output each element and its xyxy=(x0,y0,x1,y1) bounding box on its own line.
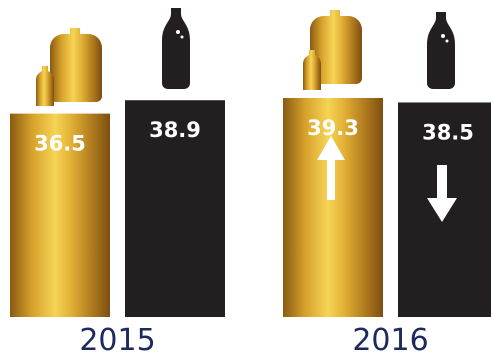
bar-2015-0 xyxy=(10,113,110,317)
value-label-2016-0: 39.3 xyxy=(307,116,359,140)
bar-2016-0 xyxy=(283,98,383,317)
value-label-2016-1: 38.5 xyxy=(422,120,474,144)
down-arrow-icon xyxy=(427,165,457,222)
category-label-2016: 2016 xyxy=(352,323,428,358)
soda-bottle-icon-2015 xyxy=(162,8,190,89)
bar-2015-1 xyxy=(125,100,225,317)
value-label-2015-1: 38.9 xyxy=(149,118,201,142)
large-and-small-water-bottles-icon-2015 xyxy=(36,28,102,106)
category-label-2015: 2015 xyxy=(79,323,155,358)
large-and-small-water-bottles-icon-2016 xyxy=(303,10,362,90)
up-arrow-icon xyxy=(317,136,345,200)
soda-bottle-icon-2016 xyxy=(427,12,455,89)
value-label-2015-0: 36.5 xyxy=(34,132,86,156)
